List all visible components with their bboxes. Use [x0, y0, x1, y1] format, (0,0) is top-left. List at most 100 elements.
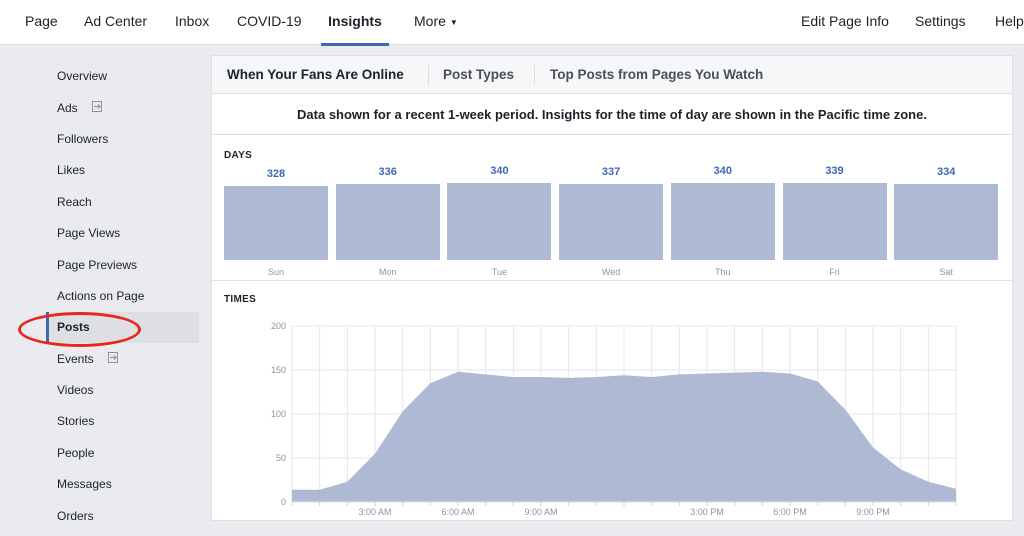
- times-data-point[interactable]: [954, 487, 958, 491]
- times-data-point[interactable]: [899, 467, 903, 471]
- times-area-series[interactable]: [292, 371, 956, 502]
- insights-sidebar: Overview Ads Followers Likes Reach Page …: [0, 46, 200, 536]
- sidebar-item-messages[interactable]: Messages: [46, 469, 199, 500]
- y-tick-label: 100: [271, 409, 286, 419]
- day-value-label: 328: [266, 168, 286, 180]
- day-column-mon: 336 Mon: [335, 136, 440, 281]
- times-data-point[interactable]: [650, 375, 654, 379]
- x-tick-label: 6:00 PM: [773, 507, 807, 517]
- sidebar-item-label: Messages: [57, 477, 112, 491]
- day-bar[interactable]: [894, 184, 999, 260]
- sidebar-item-videos[interactable]: Videos: [46, 375, 199, 406]
- x-tick-label: 6:00 AM: [441, 507, 474, 517]
- x-tick-label: 3:00 AM: [358, 507, 391, 517]
- tab-divider: [534, 65, 535, 85]
- day-axis-label: Sun: [267, 267, 284, 277]
- times-data-point[interactable]: [622, 373, 626, 377]
- insights-panel: When Your Fans Are Online Post Types Top…: [211, 55, 1013, 521]
- times-data-point[interactable]: [594, 375, 598, 379]
- nav-covid-19[interactable]: COVID-19: [237, 13, 302, 29]
- times-data-point[interactable]: [705, 372, 709, 376]
- times-data-point[interactable]: [926, 480, 930, 484]
- times-data-point[interactable]: [733, 371, 737, 375]
- day-column-tue: 340 Tue: [447, 136, 552, 281]
- x-tick-label: 9:00 PM: [856, 507, 890, 517]
- sidebar-item-label: Events: [57, 352, 94, 366]
- times-data-point[interactable]: [345, 480, 349, 484]
- sidebar-item-overview[interactable]: Overview: [46, 61, 199, 92]
- times-data-point[interactable]: [428, 381, 432, 385]
- sidebar-item-stories[interactable]: Stories: [46, 406, 199, 437]
- day-axis-label: Fri: [829, 267, 840, 277]
- tab-top-posts[interactable]: Top Posts from Pages You Watch: [550, 67, 764, 82]
- sidebar-item-label: Orders: [57, 509, 94, 523]
- sidebar-item-label: Overview: [57, 69, 108, 83]
- sidebar-item-ads[interactable]: Ads: [46, 93, 199, 124]
- nav-more-label: More: [414, 13, 446, 29]
- times-data-point[interactable]: [843, 408, 847, 412]
- day-value-label: 337: [601, 166, 621, 178]
- nav-help[interactable]: Help: [995, 13, 1024, 29]
- nav-insights[interactable]: Insights: [321, 0, 389, 46]
- nav-inbox[interactable]: Inbox: [175, 13, 210, 29]
- sidebar-item-orders[interactable]: Orders: [46, 501, 199, 532]
- sidebar-item-page-views[interactable]: Page Views: [46, 218, 199, 249]
- day-bar[interactable]: [335, 184, 440, 260]
- tab-post-types[interactable]: Post Types: [443, 67, 515, 82]
- times-data-point[interactable]: [539, 375, 543, 379]
- sidebar-item-label: Posts: [57, 320, 90, 334]
- nav-settings[interactable]: Settings: [915, 13, 966, 29]
- days-chart: DAYS 328 Sun 336 Mon 340 Tue 337 Wed 340 Thu 339 Fr…: [212, 136, 1012, 281]
- times-data-point[interactable]: [373, 452, 377, 456]
- nav-edit-page-info[interactable]: Edit Page Info: [801, 13, 889, 29]
- sidebar-item-label: Reach: [57, 195, 92, 209]
- times-chart: TIMES 0 50 100 150 200 3:00 AM 6:00 AM 9:00 AM 3…: [212, 282, 1012, 520]
- times-data-point[interactable]: [760, 370, 764, 374]
- sidebar-item-label: Stories: [57, 414, 95, 428]
- nav-more[interactable]: More ▼: [414, 0, 458, 45]
- sidebar-item-label: Followers: [57, 132, 109, 146]
- day-value-label: 336: [378, 166, 397, 178]
- tab-bar: When Your Fans Are Online Post Types Top…: [212, 56, 1012, 94]
- tab-when-fans-online[interactable]: When Your Fans Are Online: [227, 67, 404, 82]
- day-bar[interactable]: [447, 183, 552, 260]
- times-data-point[interactable]: [871, 445, 875, 449]
- day-axis-label: Tue: [491, 267, 507, 277]
- times-data-point[interactable]: [567, 376, 571, 380]
- times-data-point[interactable]: [456, 370, 460, 374]
- times-data-point[interactable]: [484, 372, 488, 376]
- sidebar-item-posts[interactable]: Posts: [46, 312, 199, 343]
- day-value-label: 340: [490, 165, 509, 177]
- times-data-point[interactable]: [290, 488, 294, 492]
- day-axis-label: Wed: [601, 267, 621, 277]
- times-data-point[interactable]: [816, 379, 820, 383]
- day-column-fri: 339 Fri: [782, 136, 887, 281]
- sidebar-item-people[interactable]: People: [46, 438, 199, 469]
- times-data-point[interactable]: [677, 372, 681, 376]
- times-data-point[interactable]: [401, 409, 405, 413]
- sidebar-item-reach[interactable]: Reach: [46, 187, 199, 218]
- day-bar[interactable]: [559, 184, 664, 260]
- times-data-point[interactable]: [511, 375, 515, 379]
- sidebar-item-actions-on-page[interactable]: Actions on Page: [46, 281, 199, 312]
- nav-ad-center[interactable]: Ad Center: [84, 13, 148, 29]
- sidebar-item-label: Likes: [57, 163, 86, 177]
- day-bar[interactable]: [224, 186, 328, 260]
- sidebar-item-page-previews[interactable]: Page Previews: [46, 250, 199, 281]
- times-data-point[interactable]: [788, 372, 792, 376]
- times-area-chart: 0 50 100 150 200 3:00 AM 6:00 AM 9:00 AM 3:00 PM…: [271, 321, 958, 517]
- day-value-label: 334: [937, 166, 956, 178]
- nav-page[interactable]: Page: [25, 13, 58, 29]
- tab-divider: [428, 65, 429, 85]
- external-link-icon: [91, 93, 104, 124]
- sidebar-item-events[interactable]: Events: [46, 344, 199, 375]
- x-tick-label: 3:00 PM: [690, 507, 724, 517]
- times-data-point[interactable]: [318, 488, 322, 492]
- sidebar-item-label: People: [57, 446, 95, 460]
- day-column-sun: 328 Sun: [224, 136, 328, 281]
- day-bar[interactable]: [670, 183, 775, 260]
- sidebar-item-followers[interactable]: Followers: [46, 124, 199, 155]
- caret-down-icon: ▼: [449, 17, 458, 27]
- day-bar[interactable]: [782, 183, 887, 260]
- sidebar-item-likes[interactable]: Likes: [46, 155, 199, 186]
